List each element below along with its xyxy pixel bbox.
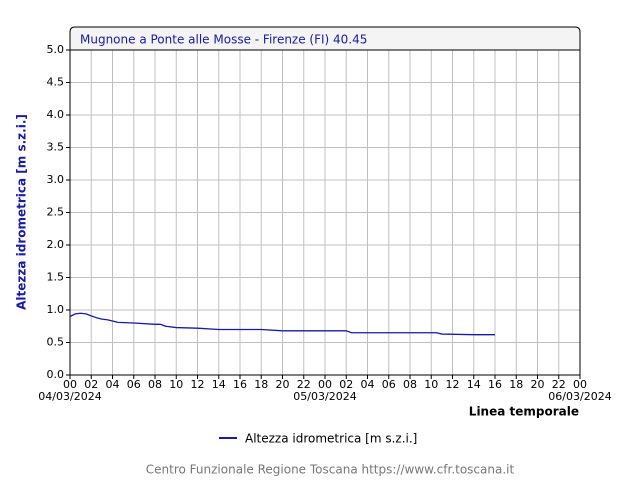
y-tick-label: 4.5 — [47, 76, 65, 89]
y-tick-label: 5.0 — [47, 43, 65, 56]
legend: Altezza idrometrica [m s.z.i.] — [219, 432, 417, 446]
x-tick-label: 00 — [63, 378, 77, 391]
x-tick-label: 08 — [403, 378, 417, 391]
y-tick-label: 1.5 — [47, 271, 65, 284]
x-tick-label: 14 — [212, 378, 226, 391]
x-tick-label: 06 — [127, 378, 141, 391]
x-axis-label: Linea temporale — [469, 405, 579, 419]
x-tick-label: 06 — [382, 378, 396, 391]
x-tick-label: 20 — [276, 378, 290, 391]
x-tick-label: 20 — [531, 378, 545, 391]
x-tick-label: 02 — [339, 378, 353, 391]
y-tick-label: 1.0 — [47, 303, 65, 316]
x-tick-label: 10 — [169, 378, 183, 391]
x-tick-label: 00 — [573, 378, 587, 391]
date-label: 06/03/2024 — [548, 390, 611, 403]
y-tick-label: 0.0 — [47, 368, 65, 381]
x-tick-label: 22 — [297, 378, 311, 391]
x-tick-label: 16 — [488, 378, 502, 391]
x-tick-label: 04 — [361, 378, 375, 391]
y-axis-label: Altezza idrometrica [m s.z.i.] — [15, 114, 29, 310]
x-tick-label: 12 — [446, 378, 460, 391]
y-tick-label: 3.5 — [47, 141, 65, 154]
x-tick-label: 10 — [424, 378, 438, 391]
y-tick-label: 0.5 — [47, 336, 65, 349]
legend-label: Altezza idrometrica [m s.z.i.] — [245, 432, 417, 446]
x-tick-label: 04 — [106, 378, 120, 391]
x-tick-label: 00 — [318, 378, 332, 391]
x-tick-label: 22 — [552, 378, 566, 391]
x-tick-label: 14 — [467, 378, 481, 391]
title-box — [69, 26, 581, 51]
y-tick-label: 4.0 — [47, 108, 65, 121]
data-line — [69, 312, 495, 336]
y-tick-label: 3.0 — [47, 173, 65, 186]
y-tick-label: 2.0 — [47, 238, 65, 251]
x-tick-label: 18 — [509, 378, 523, 391]
chart-title: Mugnone a Ponte alle Mosse - Firenze (FI… — [80, 33, 367, 47]
date-label: 05/03/2024 — [293, 390, 356, 403]
x-tick-label: 02 — [84, 378, 98, 391]
x-tick-label: 16 — [233, 378, 247, 391]
x-tick-label: 08 — [148, 378, 162, 391]
x-tick-label: 12 — [191, 378, 205, 391]
y-tick-label: 2.5 — [47, 206, 65, 219]
footer: Centro Funzionale Regione Toscana https:… — [146, 463, 515, 477]
plot-frame — [69, 49, 581, 376]
x-tick-label: 18 — [254, 378, 268, 391]
date-label: 04/03/2024 — [38, 390, 101, 403]
